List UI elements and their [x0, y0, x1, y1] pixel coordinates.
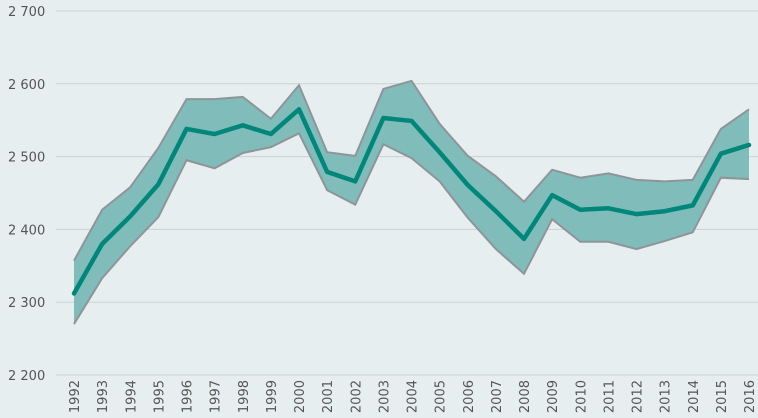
x-tick-label: 1992	[68, 380, 83, 413]
x-tick-label: 2012	[631, 380, 646, 413]
x-tick-label: 2013	[659, 380, 674, 413]
x-tick-label: 2014	[687, 380, 702, 413]
x-tick-label: 1994	[124, 380, 139, 413]
x-tick-label: 2009	[546, 380, 561, 413]
x-tick-label: 2016	[743, 380, 758, 413]
y-tick-label: 2 700	[8, 5, 45, 20]
x-tick-label: 1998	[237, 380, 252, 413]
main-line	[71, 107, 752, 296]
x-tick-label: 1993	[96, 380, 111, 413]
x-tick-label: 2003	[377, 380, 392, 413]
band-lower-edge	[73, 131, 750, 325]
x-tick-label: 2007	[490, 380, 505, 413]
x-tick-label: 2011	[602, 380, 617, 413]
x-tick-label: 2002	[349, 380, 364, 413]
x-tick-label: 2001	[321, 380, 336, 413]
y-tick-label: 2 200	[8, 369, 45, 384]
x-tick-label: 1999	[265, 380, 280, 413]
x-tick-label: 2004	[406, 380, 421, 413]
x-tick-label: 2005	[434, 380, 449, 413]
x-tick-label: 1997	[209, 380, 224, 413]
y-tick-label: 2 300	[8, 296, 45, 311]
x-tick-label: 2006	[462, 380, 477, 413]
y-tick-label: 2 500	[8, 151, 45, 166]
x-tick-label: 2015	[715, 380, 730, 413]
band-area	[74, 80, 749, 325]
band-upper-edge	[73, 79, 750, 262]
y-tick-label: 2 400	[8, 223, 45, 238]
x-tick-label: 2000	[293, 380, 308, 413]
x-tick-label: 1996	[181, 380, 196, 413]
x-tick-label: 2008	[518, 380, 533, 413]
x-tick-label: 2010	[574, 380, 589, 413]
x-tick-label: 1995	[152, 380, 167, 413]
y-tick-label: 2 600	[8, 78, 45, 93]
